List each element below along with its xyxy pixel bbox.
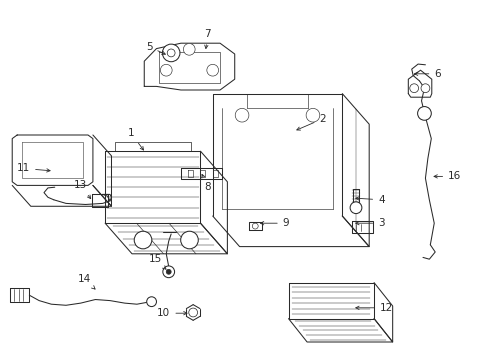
Circle shape: [252, 223, 258, 229]
Text: 9: 9: [260, 218, 289, 228]
Circle shape: [349, 202, 361, 213]
Circle shape: [163, 266, 174, 278]
Circle shape: [146, 297, 156, 307]
Text: 3: 3: [355, 218, 384, 228]
Text: 1: 1: [127, 128, 143, 150]
Text: 14: 14: [77, 274, 95, 289]
Text: 13: 13: [74, 180, 90, 199]
Text: 7: 7: [204, 29, 211, 49]
Circle shape: [420, 84, 429, 93]
Circle shape: [417, 107, 430, 120]
Circle shape: [167, 49, 175, 57]
Text: 6: 6: [414, 69, 440, 79]
Circle shape: [235, 108, 248, 122]
Circle shape: [206, 64, 218, 76]
Circle shape: [305, 108, 319, 122]
Circle shape: [160, 64, 172, 76]
Text: 2: 2: [296, 114, 325, 130]
Circle shape: [188, 308, 197, 317]
Text: 15: 15: [148, 254, 166, 269]
Text: 10: 10: [157, 308, 186, 318]
Circle shape: [181, 231, 198, 249]
Text: 12: 12: [355, 303, 392, 313]
Circle shape: [409, 84, 418, 93]
Text: 11: 11: [17, 163, 50, 174]
Circle shape: [162, 44, 180, 62]
Circle shape: [134, 231, 152, 249]
Circle shape: [183, 44, 195, 55]
Text: 5: 5: [145, 42, 165, 54]
Text: 8: 8: [202, 174, 211, 192]
Circle shape: [166, 269, 171, 274]
Text: 16: 16: [433, 171, 461, 181]
Text: 4: 4: [355, 195, 384, 205]
